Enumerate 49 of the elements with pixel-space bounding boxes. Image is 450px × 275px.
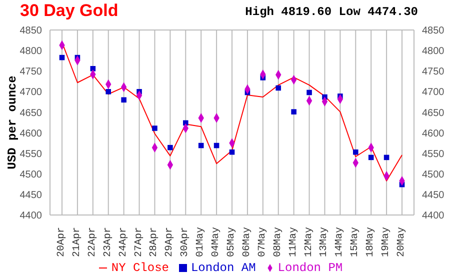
x-tick-label: 14May <box>334 227 346 258</box>
x-tick-label: 19May <box>381 227 392 258</box>
y2-tick-label: 4600 <box>422 128 445 140</box>
x-tick-label: 06May <box>242 227 253 258</box>
x-tick-label: 27Apr <box>134 227 145 258</box>
y2-tick-label: 4850 <box>422 26 445 37</box>
y-tick-label: 4600 <box>20 128 42 140</box>
y2-tick-label: 4700 <box>422 87 445 98</box>
y-tick-label: 4550 <box>20 148 42 160</box>
y-tick-label: 4700 <box>20 87 42 98</box>
y2-tick-label: 4750 <box>422 66 445 78</box>
x-tick-label: 07May <box>257 227 268 258</box>
y2-tick-label: 4500 <box>422 169 445 180</box>
x-tick-label: 11May <box>288 227 300 258</box>
chart-subtitle: High 4819.60 Low 4474.30 <box>245 5 418 19</box>
legend-label: London PM <box>278 261 343 275</box>
y-tick-label: 4500 <box>20 169 42 180</box>
x-tick-label: 20May <box>396 227 408 258</box>
y2-tick-label: 4450 <box>422 190 445 201</box>
x-tick-label: 05May <box>226 227 238 258</box>
y-tick-label: 4750 <box>20 66 42 78</box>
x-tick-label: 20Apr <box>56 227 68 258</box>
y-axis-title: USD per ounce <box>5 76 20 170</box>
x-tick-label: 29Apr <box>164 227 176 258</box>
y-tick-label: 4450 <box>20 190 42 201</box>
y2-tick-label: 4800 <box>422 46 445 58</box>
chart-title: 30 Day Gold <box>20 1 118 21</box>
x-tick-label: 13May <box>319 227 330 258</box>
y2-tick-label: 4550 <box>422 148 445 160</box>
x-tick-label: 12May <box>304 227 315 258</box>
x-tick-label: 22Apr <box>87 227 98 258</box>
x-tick-label: 23Apr <box>102 227 114 258</box>
y2-tick-label: 4650 <box>422 108 445 119</box>
y-tick-label: 4850 <box>20 26 42 37</box>
x-tick-label: 01May <box>196 227 207 258</box>
legend-label: London AM <box>190 261 256 275</box>
y2-tick-label: 4400 <box>422 210 445 222</box>
y-tick-label: 4650 <box>20 108 42 119</box>
x-tick-label: 08May <box>272 227 284 258</box>
x-tick-label: 18May <box>366 227 377 258</box>
y-tick-label: 4800 <box>20 46 42 58</box>
x-tick-label: 04May <box>211 227 222 258</box>
x-tick-label: 30Apr <box>180 227 192 258</box>
x-tick-label: 28Apr <box>149 227 160 258</box>
y-tick-label: 4400 <box>20 210 42 222</box>
legend-label: NY Close <box>111 261 169 275</box>
x-tick-label: 24Apr <box>118 227 130 258</box>
x-tick-label: 21Apr <box>72 227 83 258</box>
x-tick-label: 15May <box>350 227 362 258</box>
